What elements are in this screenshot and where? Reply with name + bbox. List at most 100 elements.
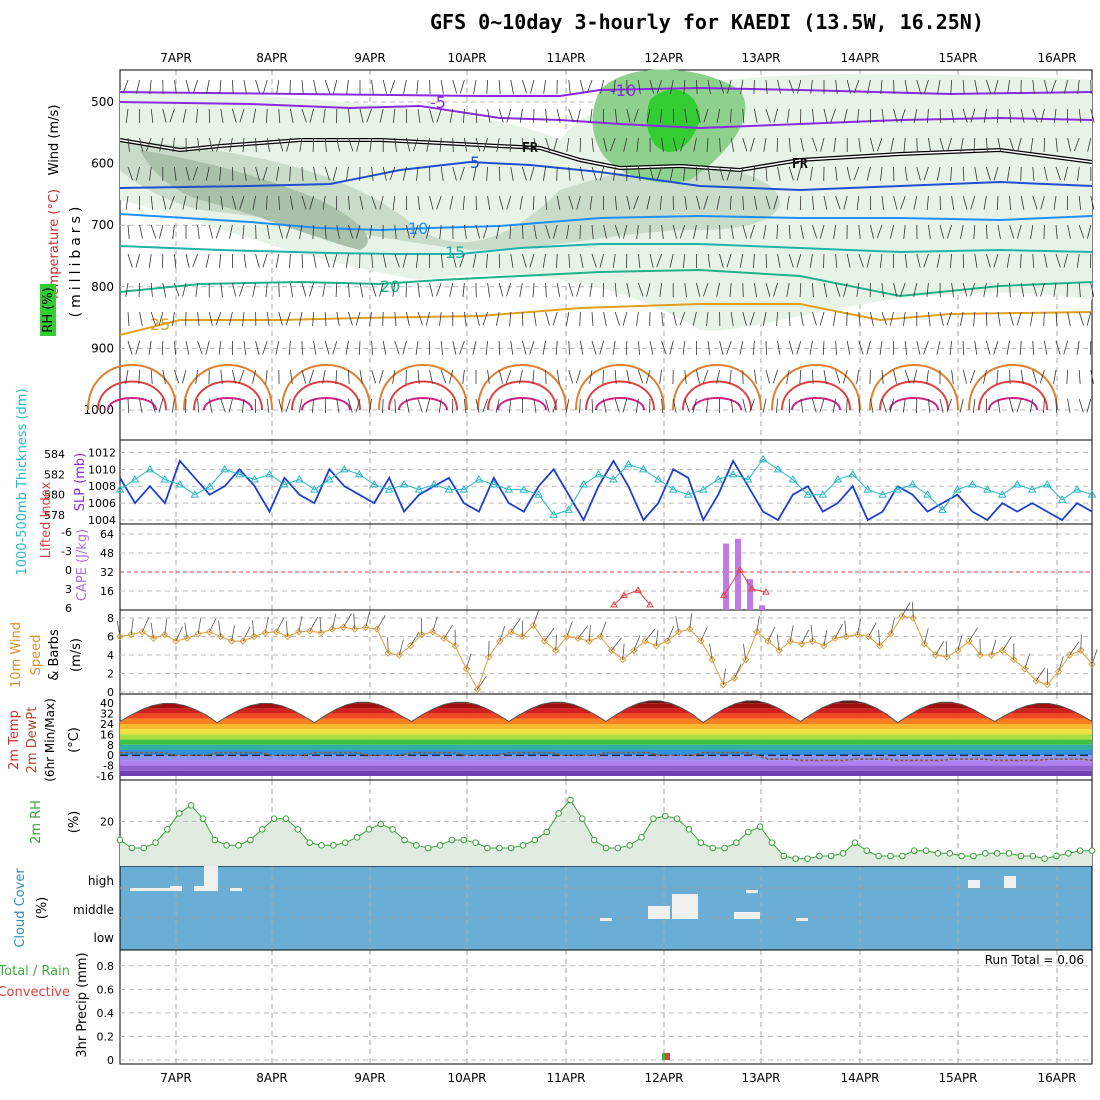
wind-barb [552,224,558,239]
wind-barb [1009,108,1012,123]
wind-barb [959,311,964,326]
wind-barb [542,253,546,268]
wind-barb [742,195,744,211]
wind-barb [765,282,771,297]
wind-barb [846,398,848,414]
wind-barb [591,166,597,181]
wind-barb [371,253,374,268]
thickness-point [1027,485,1037,493]
cloud-background [120,866,1092,950]
cloud-block [130,888,170,891]
wind-barb [796,166,802,181]
wind-barb [661,137,664,152]
wind-barb [800,311,804,326]
wind-speed-point [429,628,437,636]
wind-barb [402,166,407,181]
wind-barb [417,398,423,413]
wind-speed-point [440,634,448,643]
precip-tick: 0.6 [97,983,115,996]
thickness-point [594,469,603,478]
wind-barb [116,620,121,637]
wind-barb [846,79,851,94]
wind-barb [265,195,268,210]
wind-barb [913,108,918,123]
date-label-bottom: 15APR [938,1071,977,1085]
wind-barb [797,79,802,94]
wind-speed-point [697,637,705,645]
wind-barb [394,398,397,413]
wind-speed-point [842,632,850,641]
wind-barb [960,137,964,152]
rh-point [175,810,183,817]
wind-barb [1086,311,1092,326]
wind-barb [309,195,314,210]
wind-barb [823,629,828,646]
precip-tick: 0.8 [97,960,115,973]
wind-barb [1030,137,1034,152]
wind-barb [371,79,374,94]
wind-barb [991,639,997,656]
wind-barb [870,311,874,326]
minmax-axis-label: (6hr Min/Max) [43,698,57,782]
wind-barb [301,195,307,210]
cloud-level-high: high [88,874,114,888]
wind-barb [743,643,747,660]
wind-barb [692,311,697,326]
wind-barb [139,311,143,326]
wind-barb [903,224,906,239]
wind-barb [612,340,616,355]
wind-speed-point [786,637,795,645]
wind-barb [509,137,512,153]
wind-barb [580,79,584,94]
wind-barb [197,398,200,413]
rh-point [270,815,278,822]
precip-rain-bar [662,1052,667,1060]
wind-barb [543,79,546,94]
rh-point [164,826,171,833]
wind-speed-point [853,630,862,639]
wind-speed-point [295,628,303,636]
wind-barb [262,166,268,181]
run-total-label: Run Total = 0.06 [985,953,1084,967]
isotherm [119,243,1093,255]
wind-barb [301,369,307,384]
wind-barb [924,628,929,644]
wind-barb [553,137,558,152]
wind-barb [406,311,410,326]
wind-barb [890,137,894,152]
wind-barb [1032,253,1035,268]
wind-barb [589,108,593,123]
isotherm [119,101,1093,130]
rh-point [946,850,954,857]
wind-barb [879,253,883,268]
rh-point [673,815,681,822]
wind-barb [946,224,952,239]
wind-barb [162,282,167,297]
wind-barb [309,282,314,297]
wind-barb [763,224,767,239]
wind-barb [331,613,337,630]
wind-barb [997,224,1001,239]
wind-barb [266,224,270,239]
wind-barb [614,369,617,384]
wind-barb [125,369,129,384]
wind-barb [939,137,945,152]
wind-speed-point [998,646,1007,655]
wind-barb [508,398,512,413]
panel-cloud [119,865,1093,951]
wind-barb [853,79,860,94]
wind-barb [1087,137,1092,152]
wind-barb [776,224,778,240]
wind-barb [773,108,778,123]
wind-barb [626,369,630,384]
wind-barb [1055,340,1061,355]
wind-barb [599,340,604,355]
wind-barb [506,108,512,123]
wind-barb [192,253,198,268]
pressure-tick: 800 [91,280,114,294]
wind-barb [425,398,430,413]
wind-barb [301,108,307,123]
wind-barb [613,166,616,181]
wind-barb [242,224,245,239]
cape-bar [759,605,765,610]
